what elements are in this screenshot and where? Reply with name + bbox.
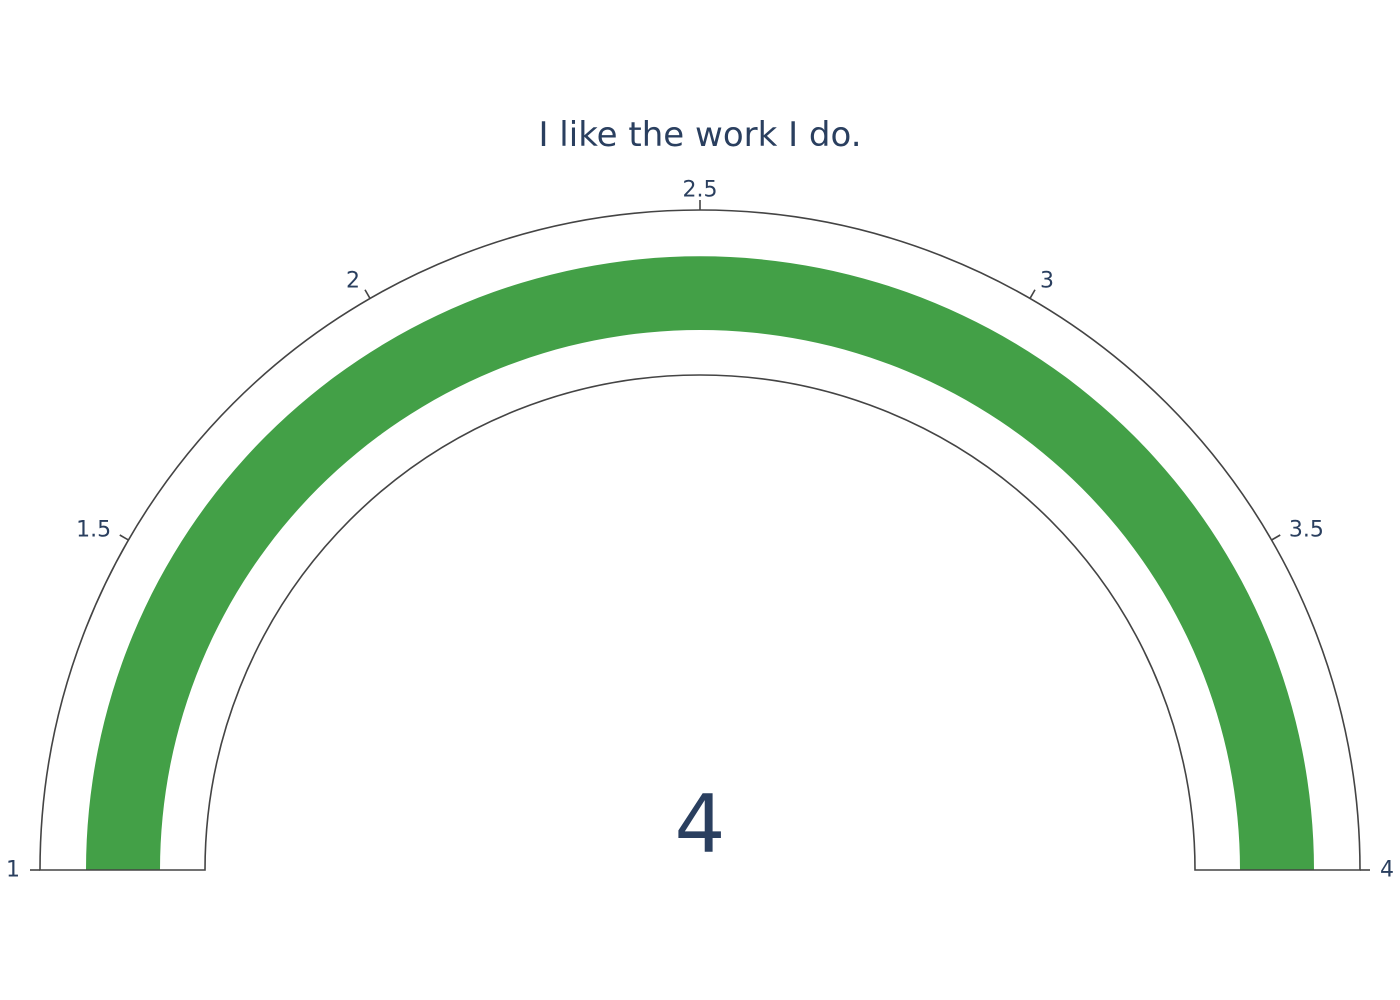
tick-label: 4 bbox=[1380, 858, 1394, 883]
tick-label: 3.5 bbox=[1289, 518, 1324, 543]
tick-mark bbox=[1271, 534, 1281, 541]
gauge-value-bar bbox=[86, 256, 1314, 870]
tick-mark bbox=[119, 534, 129, 541]
gauge-outline bbox=[39, 209, 1361, 871]
tick-label: 1.5 bbox=[76, 518, 111, 543]
gauge-title: I like the work I do. bbox=[538, 115, 861, 155]
tick-label: 3 bbox=[1040, 269, 1054, 294]
gauge-value: 4 bbox=[675, 778, 726, 871]
tick-mark bbox=[1029, 289, 1036, 299]
tick-label: 1 bbox=[6, 858, 20, 883]
tick-mark bbox=[364, 289, 371, 299]
tick-label: 2 bbox=[346, 269, 360, 294]
tick-label: 2.5 bbox=[683, 178, 718, 203]
gauge-ticks: 1 1.5 2 2.5 3 3.5 4 bbox=[6, 178, 1394, 883]
